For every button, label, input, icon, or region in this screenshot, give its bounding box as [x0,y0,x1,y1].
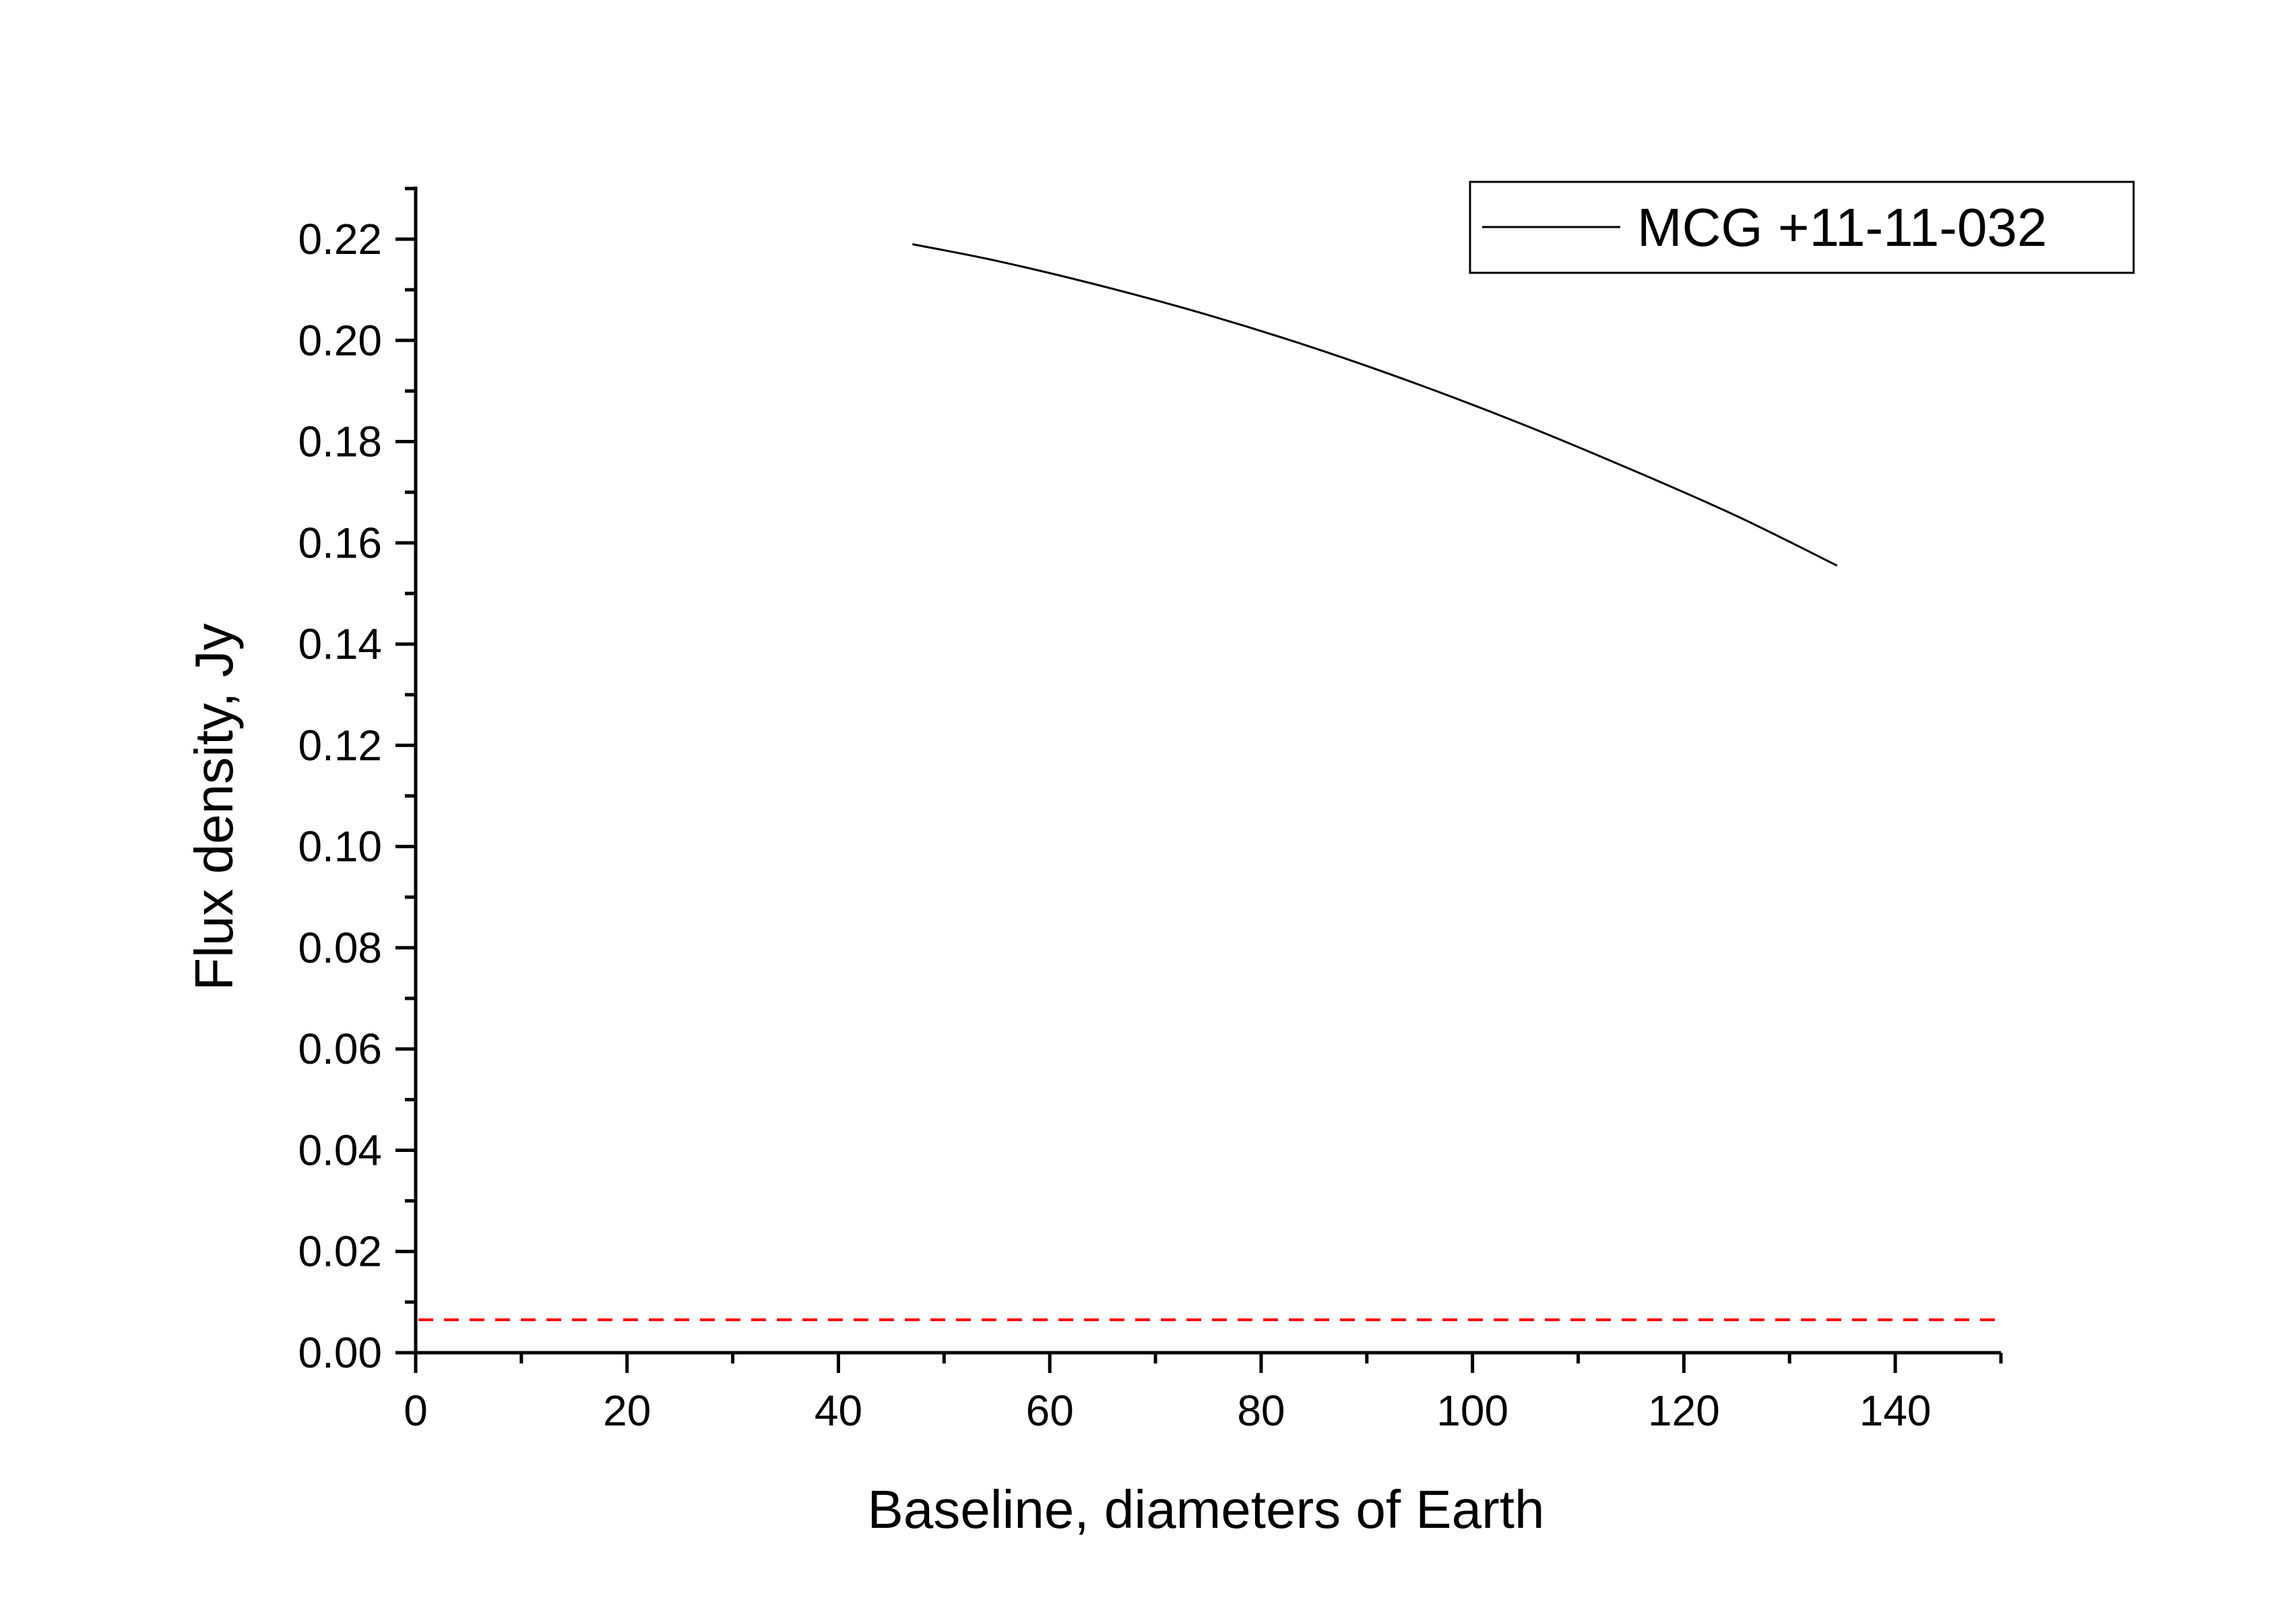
y-tick-label: 0.16 [298,519,382,567]
y-tick-label: 0.22 [298,215,382,263]
y-tick-label: 0.00 [298,1328,382,1377]
major-ticks [395,237,1897,1373]
y-tick-label: 0.04 [298,1126,382,1174]
x-tick-label: 100 [1436,1386,1508,1435]
y-tick-label: 0.12 [298,721,382,769]
x-tick-label: 80 [1237,1386,1285,1435]
x-tick-labels: 0 20 40 60 80 100 120 140 [404,1386,1931,1435]
x-tick-label: 140 [1859,1386,1932,1435]
y-tick-label: 0.02 [298,1227,382,1276]
series-lines [912,243,1838,567]
x-tick-label: 60 [1026,1386,1074,1435]
y-tick-label: 0.14 [298,620,382,668]
y-tick-label: 0.10 [298,823,382,871]
legend: MCG +11-11-032 [1469,181,2135,274]
x-tick-label: 40 [815,1386,862,1435]
x-tick-label: 0 [404,1386,428,1435]
minor-ticks [405,187,2003,1363]
x-axis-title: Baseline, diameters of Earth [868,1479,1545,1539]
series-line-0 [912,243,1838,567]
y-tick-labels: 0.00 0.02 0.04 0.06 0.08 0.10 0.12 0.14 0.16 0.18… [298,215,382,1377]
axes [414,187,2001,1355]
y-tick-label: 0.08 [298,924,382,972]
x-tick-label: 120 [1648,1386,1720,1435]
legend-label: MCG +11-11-032 [1637,197,2047,257]
y-tick-label: 0.18 [298,418,382,466]
y-tick-label: 0.06 [298,1025,382,1073]
x-tick-label: 20 [603,1386,651,1435]
y-tick-label: 0.20 [298,316,382,364]
y-axis-title: Flux density, Jy [184,623,244,990]
